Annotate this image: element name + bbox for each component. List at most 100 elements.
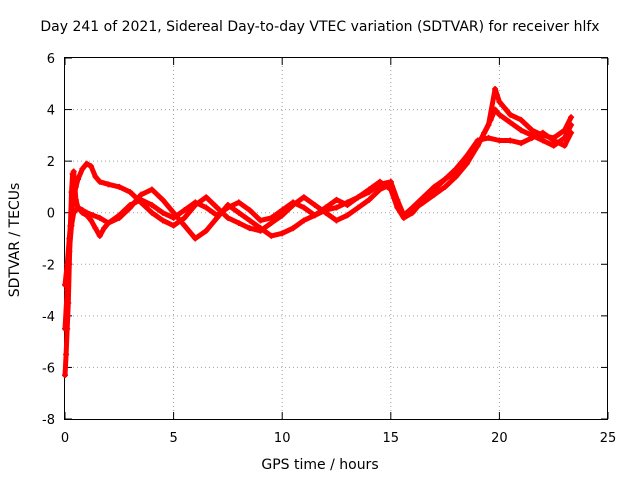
data-point bbox=[96, 232, 103, 239]
data-point bbox=[568, 129, 575, 136]
data-point bbox=[70, 194, 77, 201]
grid-lines bbox=[65, 58, 608, 419]
data-point bbox=[387, 181, 394, 188]
axis-ticks: 0 5 10 15 20 25 -8 -6 -4 -2 0 2 4 6 bbox=[42, 52, 616, 446]
data-point bbox=[442, 183, 449, 190]
data-point bbox=[322, 209, 329, 216]
data-point bbox=[159, 196, 166, 203]
data-point bbox=[257, 217, 264, 224]
data-point bbox=[400, 214, 407, 221]
data-point bbox=[550, 137, 557, 144]
y-tick-label: -4 bbox=[42, 310, 55, 325]
data-point bbox=[333, 204, 340, 211]
data-point bbox=[333, 196, 340, 203]
data-point bbox=[214, 204, 221, 211]
data-point bbox=[518, 127, 525, 134]
y-tick-label: 6 bbox=[47, 52, 55, 67]
data-point bbox=[507, 119, 514, 126]
data-point bbox=[333, 217, 340, 224]
data-point bbox=[88, 163, 95, 170]
y-tick-label: 2 bbox=[47, 155, 55, 170]
data-point bbox=[63, 351, 70, 358]
data-point bbox=[290, 199, 297, 206]
data-point bbox=[214, 212, 221, 219]
x-tick-label: 10 bbox=[274, 431, 291, 446]
data-point bbox=[90, 212, 97, 219]
data-point bbox=[568, 114, 575, 121]
y-tick-label: -8 bbox=[42, 413, 55, 428]
data-point bbox=[127, 201, 134, 208]
data-point bbox=[170, 222, 177, 229]
data-point bbox=[72, 183, 79, 190]
series-line-trace-1 bbox=[62, 107, 574, 378]
data-point bbox=[394, 204, 401, 211]
data-point bbox=[355, 194, 362, 201]
data-point bbox=[344, 201, 351, 208]
data-point bbox=[387, 186, 394, 193]
chart-title: Day 241 of 2021, Sidereal Day-to-day VTE… bbox=[40, 19, 600, 35]
data-point bbox=[376, 178, 383, 185]
data-point bbox=[539, 129, 546, 136]
data-point bbox=[518, 116, 525, 123]
data-point bbox=[561, 127, 568, 134]
data-point bbox=[492, 85, 499, 92]
data-point bbox=[550, 142, 557, 149]
data-point bbox=[485, 122, 492, 129]
data-point bbox=[268, 214, 275, 221]
x-tick-label: 20 bbox=[491, 431, 508, 446]
data-point bbox=[322, 204, 329, 211]
series-line-trace-3 bbox=[62, 130, 574, 332]
data-point bbox=[138, 191, 145, 198]
data-point bbox=[68, 222, 75, 229]
data-point bbox=[96, 214, 103, 221]
data-point bbox=[70, 209, 77, 216]
data-point bbox=[539, 137, 546, 144]
x-tick-label: 5 bbox=[169, 431, 177, 446]
y-tick-label: 0 bbox=[47, 207, 55, 222]
data-point bbox=[528, 134, 535, 141]
data-point bbox=[496, 111, 503, 118]
data-point bbox=[290, 225, 297, 232]
data-point bbox=[300, 217, 307, 224]
series-line-trace-2 bbox=[62, 86, 574, 288]
data-point bbox=[452, 173, 459, 180]
data-point bbox=[246, 225, 253, 232]
data-point bbox=[75, 204, 82, 211]
data-point bbox=[235, 209, 242, 216]
data-point bbox=[224, 204, 231, 211]
data-point bbox=[148, 186, 155, 193]
data-point bbox=[485, 134, 492, 141]
data-point bbox=[409, 209, 416, 216]
data-point bbox=[344, 212, 351, 219]
data-point bbox=[105, 220, 112, 227]
data-point bbox=[127, 189, 134, 196]
data-point bbox=[101, 225, 108, 232]
data-point bbox=[170, 214, 177, 221]
data-point bbox=[203, 227, 210, 234]
data-point bbox=[235, 199, 242, 206]
x-tick-label: 0 bbox=[61, 431, 69, 446]
data-point bbox=[235, 220, 242, 227]
data-point bbox=[300, 194, 307, 201]
data-point bbox=[300, 204, 307, 211]
data-point bbox=[70, 168, 77, 175]
data-point bbox=[279, 230, 286, 237]
data-point bbox=[88, 217, 95, 224]
data-point bbox=[452, 165, 459, 172]
data-point bbox=[148, 201, 155, 208]
data-point bbox=[83, 209, 90, 216]
data-point bbox=[116, 183, 123, 190]
data-point bbox=[96, 178, 103, 185]
data-point bbox=[561, 142, 568, 149]
data-point bbox=[246, 207, 253, 214]
data-point bbox=[66, 248, 73, 255]
data-point bbox=[79, 165, 86, 172]
data-point bbox=[279, 212, 286, 219]
data-point bbox=[257, 227, 264, 234]
data-point bbox=[203, 194, 210, 201]
data-point bbox=[311, 212, 318, 219]
data-point bbox=[79, 207, 86, 214]
data-point bbox=[496, 98, 503, 105]
data-point bbox=[159, 209, 166, 216]
